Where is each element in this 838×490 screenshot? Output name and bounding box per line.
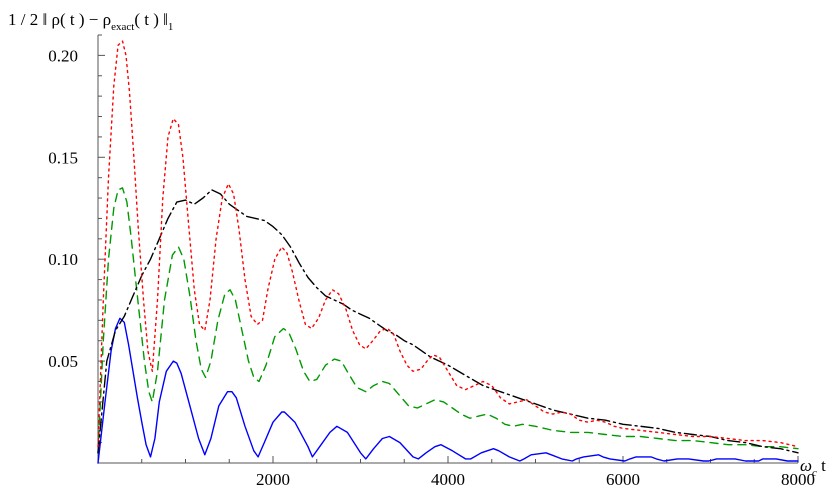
y-tick-label: 0.15 (48, 148, 78, 167)
y-tick-label: 0.20 (48, 46, 78, 65)
y-tick-label: 0.10 (48, 250, 78, 269)
x-tick-label: 4000 (431, 470, 465, 489)
x-tick-label: 2000 (256, 470, 290, 489)
x-axis-title: ωc t (800, 456, 826, 479)
y-tick-label: 0.05 (48, 352, 78, 371)
x-tick-label: 8000 (781, 470, 815, 489)
y-axis-title-tail: ( t ) ‖ (134, 10, 168, 29)
series-line-4 (97, 40, 799, 448)
x-axis-title-symbol: ω (800, 456, 812, 475)
series-line-1 (97, 317, 799, 464)
y-axis-title-subscript-2: 1 (168, 21, 174, 33)
axes: 2000 4000 6000 8000 0.05 0.10 0.15 0.20 (48, 34, 815, 489)
series-line-3 (97, 189, 799, 454)
y-axis-title-main: 1 / 2 ‖ ρ( t ) − ρ (8, 10, 111, 29)
x-axis-title-tail: t (817, 456, 826, 475)
series-line-2 (97, 187, 799, 454)
x-tick-label: 6000 (606, 470, 640, 489)
x-axis-title-subscript: c (812, 467, 817, 479)
series-layer (97, 40, 799, 464)
y-axis-title-subscript: exact (111, 21, 134, 33)
y-axis-title: 1 / 2 ‖ ρ( t ) − ρexact( t ) ‖1 (8, 10, 173, 33)
